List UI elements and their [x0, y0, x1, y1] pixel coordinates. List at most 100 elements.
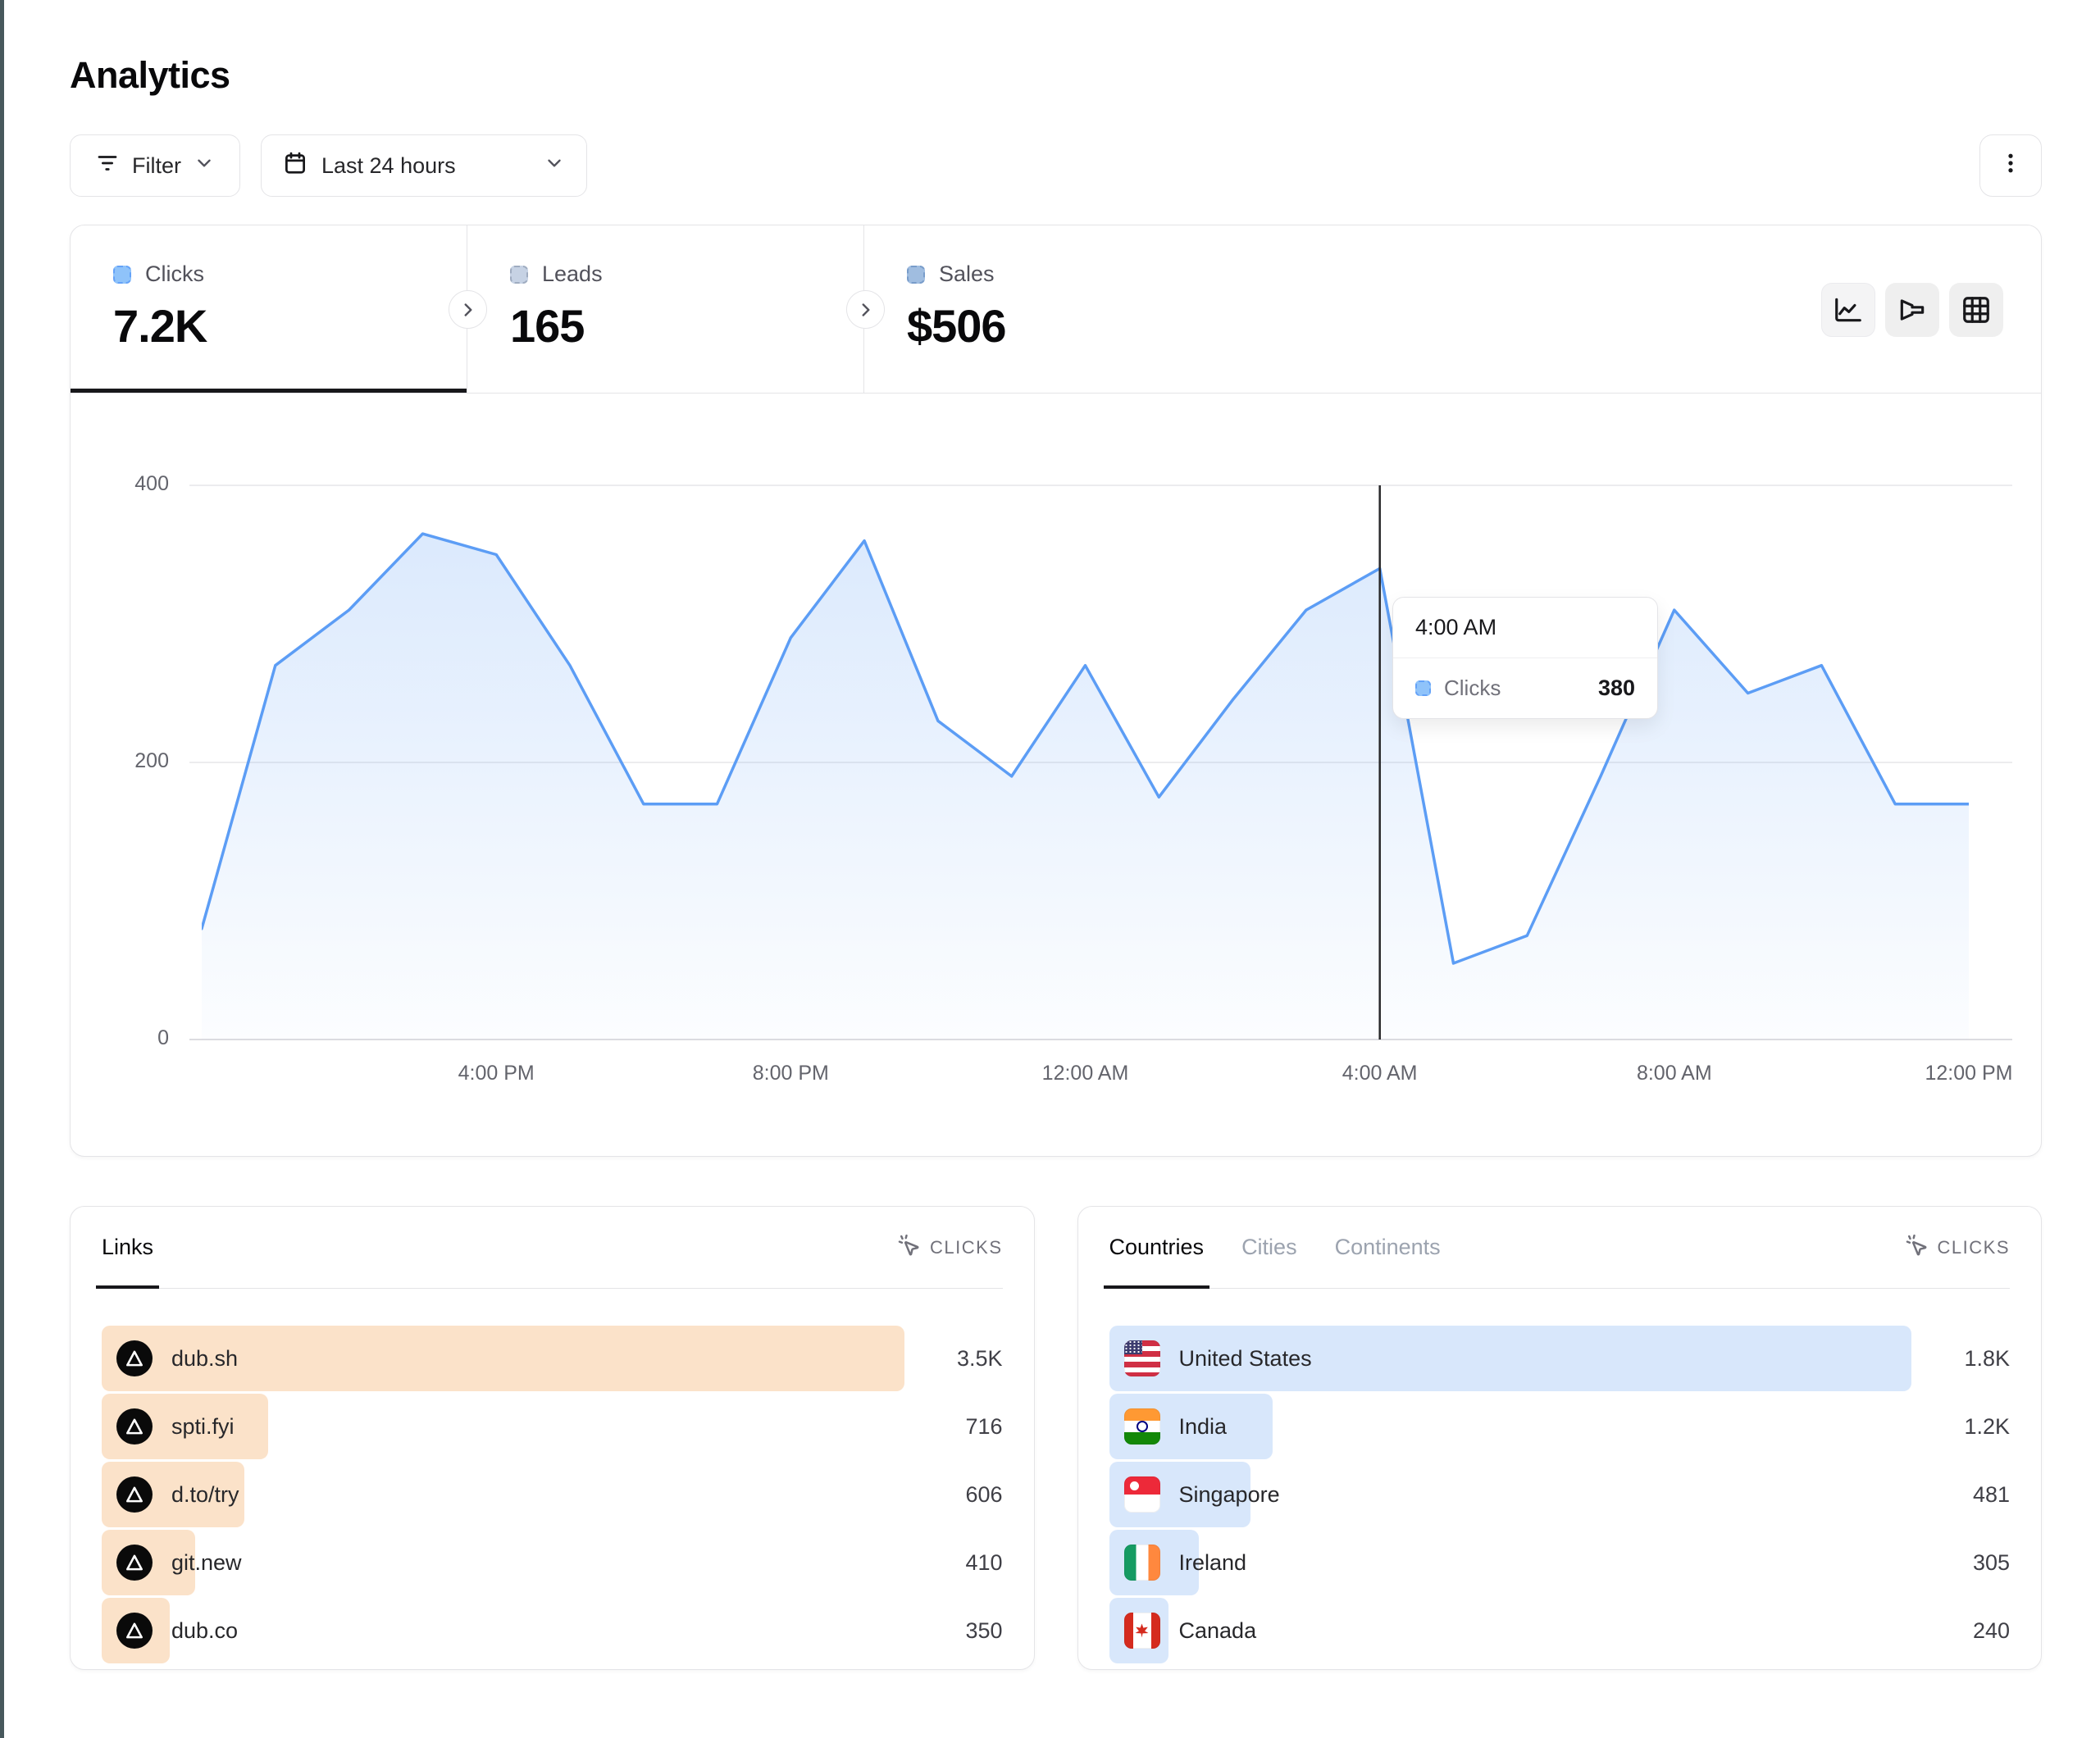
sales-value: $506	[907, 300, 1007, 352]
flag-in-icon	[1123, 1408, 1160, 1445]
cursor-click-icon	[896, 1233, 921, 1263]
country-row[interactable]: India 1.2K	[1109, 1394, 2010, 1459]
line-chart-view-button[interactable]	[1821, 283, 1875, 337]
x-tick-label: 8:00 PM	[752, 1062, 829, 1085]
clicks-value: 7.2K	[113, 300, 207, 352]
value-bar	[102, 1326, 904, 1391]
countries-metric-header[interactable]: CLICKS	[1904, 1207, 2010, 1288]
funnel-chart-icon	[1900, 299, 1925, 321]
sales-legend-swatch-icon	[907, 265, 925, 284]
chevron-down-icon	[544, 152, 565, 180]
metric-tabs: Clicks 7.2K Leads 165 Sales $506	[71, 225, 2041, 394]
analytics-chart-card: Clicks 7.2K Leads 165 Sales $506	[70, 225, 2042, 1157]
row-label: spti.fyi	[171, 1413, 235, 1439]
row-label: d.to/try	[171, 1481, 239, 1507]
tooltip-time: 4:00 AM	[1393, 598, 1657, 658]
tab-cities[interactable]: Cities	[1241, 1207, 1297, 1288]
table-grid-icon	[1963, 297, 1989, 323]
row-value: 606	[965, 1481, 1003, 1507]
sales-tab-label: Sales	[939, 262, 995, 286]
chart-plot	[202, 485, 1969, 1040]
clicks-legend-swatch-icon	[1415, 680, 1431, 696]
x-tick-label: 8:00 AM	[1636, 1062, 1712, 1085]
chart-tooltip: 4:00 AM Clicks 380	[1392, 597, 1658, 719]
gridline-400	[189, 485, 2012, 486]
row-value: 1.8K	[1964, 1345, 2010, 1371]
row-value: 1.2K	[1964, 1413, 2010, 1439]
country-row[interactable]: Singapore 481	[1109, 1462, 2010, 1527]
tab-clicks[interactable]: Clicks 7.2K	[71, 225, 467, 393]
cities-tab-label: Cities	[1241, 1235, 1297, 1259]
tab-leads[interactable]: Leads 165	[467, 225, 864, 393]
funnel-chart-view-button[interactable]	[1885, 283, 1939, 337]
row-label: India	[1178, 1413, 1228, 1439]
link-row[interactable]: git.new 410	[102, 1530, 1003, 1595]
row-value: 410	[965, 1549, 1003, 1575]
toolbar: Filter Last 24 hours	[70, 134, 2042, 197]
clicks-series-line	[202, 532, 1969, 965]
more-options-button[interactable]	[1979, 134, 2042, 197]
flag-ie-icon	[1123, 1545, 1160, 1581]
continents-tab-label: Continents	[1334, 1235, 1441, 1259]
leads-tab-label: Leads	[542, 262, 603, 286]
row-label: Ireland	[1178, 1549, 1247, 1575]
x-tick-label: 12:00 AM	[1041, 1062, 1129, 1085]
window-edge-strip	[0, 0, 4, 1738]
link-row[interactable]: spti.fyi 716	[102, 1394, 1003, 1459]
row-label: dub.co	[171, 1617, 239, 1643]
links-list: dub.sh 3.5K spti.fyi 716 d.to/try 606 git.new 4…	[102, 1289, 1003, 1663]
chevron-right-icon	[464, 303, 471, 316]
calendar-icon	[283, 151, 307, 181]
x-tick-label: 4:00 PM	[458, 1062, 535, 1085]
tab-countries[interactable]: Countries	[1103, 1207, 1209, 1289]
date-range-label: Last 24 hours	[321, 152, 456, 178]
expand-leads-button[interactable]	[846, 290, 885, 329]
dub-logo-icon	[116, 1408, 153, 1445]
filter-icon	[95, 151, 120, 181]
tooltip-series-label: Clicks	[1444, 676, 1501, 700]
row-label: dub.sh	[171, 1345, 239, 1371]
clicks-legend-swatch-icon	[113, 265, 131, 284]
link-row[interactable]: d.to/try 606	[102, 1462, 1003, 1527]
line-chart-icon	[1835, 298, 1861, 322]
date-range-button[interactable]: Last 24 hours	[261, 134, 587, 197]
link-row[interactable]: dub.sh 3.5K	[102, 1326, 1003, 1391]
row-value: 240	[1972, 1617, 2010, 1643]
tab-sales[interactable]: Sales $506	[864, 225, 2041, 393]
x-tick-label: 4:00 AM	[1342, 1062, 1418, 1085]
country-row[interactable]: Ireland 305	[1109, 1530, 2010, 1595]
tab-continents[interactable]: Continents	[1335, 1207, 1441, 1288]
row-label: Canada	[1178, 1617, 1257, 1643]
links-metric-header[interactable]: CLICKS	[896, 1207, 1002, 1288]
tab-links[interactable]: Links	[95, 1207, 160, 1289]
chart-view-toggles	[1821, 283, 2003, 337]
value-bar	[1109, 1326, 1911, 1391]
link-row[interactable]: dub.co 350	[102, 1598, 1003, 1663]
filter-button[interactable]: Filter	[70, 134, 240, 197]
clicks-tab-label: Clicks	[145, 262, 204, 286]
table-view-button[interactable]	[1949, 283, 2003, 337]
row-value: 305	[1972, 1549, 2010, 1575]
cursor-click-icon	[1904, 1233, 1929, 1263]
countries-panel: Countries Cities Continents CLICKS U	[1077, 1206, 2042, 1670]
expand-clicks-button[interactable]	[449, 290, 487, 329]
analytics-page: Analytics Filter Last 24 hours	[0, 0, 2100, 1670]
links-tab-label: Links	[102, 1235, 154, 1259]
area-fill	[202, 534, 1969, 1040]
clicks-area-chart[interactable]: 0 200 400 4:00 PM 8:00 PM 12:00 AM 4:00 AM 8:0…	[71, 394, 2041, 1156]
chevron-down-icon	[194, 152, 215, 180]
flag-sg-icon	[1123, 1476, 1160, 1513]
filter-button-label: Filter	[132, 152, 181, 178]
page-title: Analytics	[70, 54, 230, 96]
dub-logo-icon	[116, 1476, 153, 1513]
dub-logo-icon	[116, 1545, 153, 1581]
country-row[interactable]: United States 1.8K	[1109, 1326, 2010, 1391]
row-label: United States	[1178, 1345, 1312, 1371]
links-panel: Links CLICKS dub.sh 3.5K spti.fyi 716 d.to/t…	[70, 1206, 1035, 1670]
countries-list: United States 1.8K India 1.2K Singapore 481 Ir…	[1109, 1289, 2010, 1663]
country-row[interactable]: Canada 240	[1109, 1598, 2010, 1663]
leads-value: 165	[510, 300, 585, 352]
links-metric-header-label: CLICKS	[930, 1236, 1003, 1258]
dub-logo-icon	[116, 1340, 153, 1376]
flag-us-icon	[1123, 1340, 1160, 1376]
